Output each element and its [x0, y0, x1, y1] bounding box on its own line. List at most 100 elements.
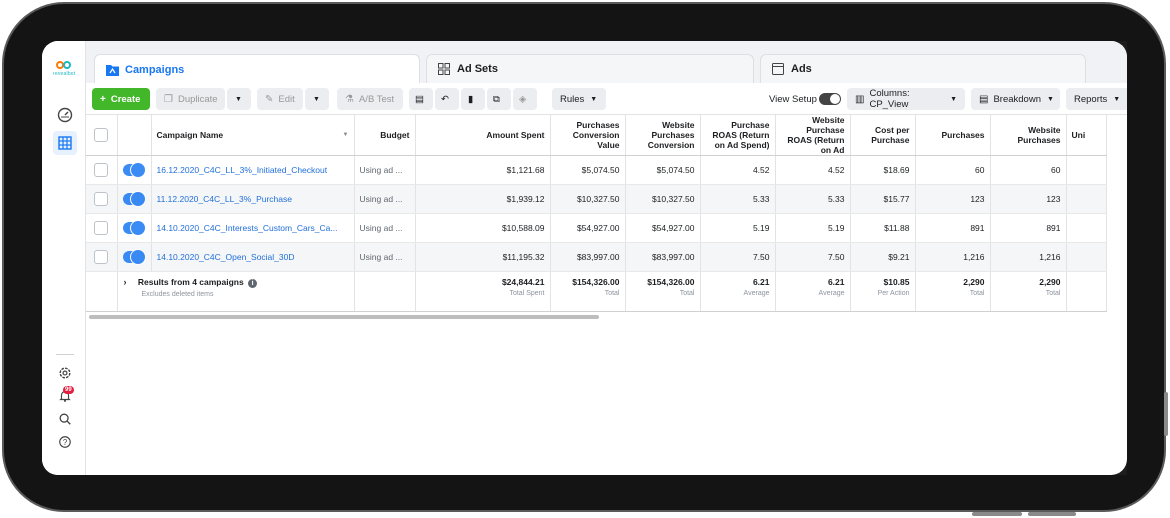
rules-label: Rules	[560, 93, 585, 105]
tab-campaigns[interactable]: Campaigns	[94, 54, 420, 84]
settings-gear-icon[interactable]	[53, 361, 77, 385]
notification-badge: 99	[63, 386, 74, 394]
row-checkbox-cell	[86, 213, 118, 243]
col-header-campaign-name[interactable]: Campaign Name ▼	[151, 115, 355, 156]
tab-campaigns-label: Campaigns	[125, 63, 185, 76]
search-icon[interactable]	[53, 407, 77, 431]
col-header-purchase-roas[interactable]: Purchase ROAS (Return on Ad Spend)	[700, 115, 776, 156]
roas-cell: 5.19	[700, 213, 776, 243]
col-header-purchases-conversion-value[interactable]: Purchases Conversion Value	[550, 115, 626, 156]
copy-icon: ❐	[164, 93, 173, 105]
summary-cpp: $10.85	[883, 277, 910, 287]
plus-icon: +	[100, 93, 106, 105]
table-view-icon[interactable]	[53, 131, 77, 155]
campaign-toggle[interactable]	[123, 162, 146, 178]
clipboard-button[interactable]: ▤	[409, 88, 433, 110]
website-conversion-cell: $10,327.50	[625, 184, 701, 214]
campaign-name-link[interactable]: 16.12.2020_C4C_LL_3%_Initiated_Checkout	[151, 155, 355, 185]
preview-button[interactable]: ⧉	[487, 88, 511, 110]
columns-dropdown[interactable]: ▥ Columns: CP_View ▼	[847, 88, 965, 110]
col-header-website-purchases[interactable]: Website Purchases	[990, 115, 1067, 156]
table-row[interactable]: 14.10.2020_C4C_Interests_Custom_Cars_Ca.…	[86, 213, 1107, 243]
summary-purchases: 2,290	[963, 277, 985, 287]
amount-spent-cell: $11,195.32	[415, 242, 551, 272]
edit-label: Edit	[278, 93, 295, 105]
delete-button[interactable]: ▮	[461, 88, 485, 110]
edit-button[interactable]: ✎ Edit	[257, 88, 303, 110]
edit-dropdown[interactable]: ▼	[305, 88, 329, 110]
campaign-toggle[interactable]	[123, 249, 146, 265]
campaign-name-link[interactable]: 11.12.2020_C4C_LL_3%_Purchase	[151, 184, 355, 214]
amount-spent-cell: $1,121.68	[415, 155, 551, 185]
tab-ads[interactable]: Ads	[760, 54, 1086, 83]
summary-web-purchases-cell: 2,290 Total	[990, 271, 1067, 312]
col-header-uni[interactable]: Uni	[1066, 115, 1107, 156]
campaign-name-link[interactable]: 14.10.2020_C4C_Open_Social_30D	[151, 242, 355, 272]
col-header-website-purchase-roas[interactable]: Website Purchase ROAS (Return on Ad	[775, 115, 851, 156]
row-toggle-cell	[117, 184, 152, 214]
campaign-toggle[interactable]	[123, 191, 146, 207]
summary-budget-cell	[354, 271, 416, 312]
sort-icon: ▼	[342, 132, 349, 138]
uni-cell	[1066, 213, 1107, 243]
tag-button[interactable]: ◈	[513, 88, 537, 110]
row-checkbox[interactable]	[94, 163, 109, 177]
duplicate-dropdown[interactable]: ▼	[227, 88, 251, 110]
summary-cpp-cell: $10.85 Per Action	[850, 271, 916, 312]
ab-test-button[interactable]: ⚗ A/B Test	[337, 88, 403, 110]
summary-row: › Results from 4 campaigns i Excludes de…	[86, 271, 1107, 312]
horizontal-scrollbar[interactable]	[89, 315, 599, 319]
table-row[interactable]: 14.10.2020_C4C_Open_Social_30D Using ad …	[86, 242, 1107, 272]
col-header-budget[interactable]: Budget	[354, 115, 416, 156]
summary-spent-label: Total Spent	[509, 290, 545, 297]
info-icon[interactable]: i	[248, 279, 258, 288]
reports-label: Reports	[1074, 93, 1108, 105]
help-icon[interactable]: ?	[53, 430, 77, 454]
chevron-down-icon: ▼	[235, 95, 242, 103]
tab-ad-sets[interactable]: Ad Sets	[426, 54, 754, 83]
col-header-website-purchases-conversion[interactable]: Website Purchases Conversion	[625, 115, 701, 156]
undo-button[interactable]: ↶	[435, 88, 459, 110]
cost-per-purchase-cell: $18.69	[850, 155, 916, 185]
uni-cell	[1066, 184, 1107, 214]
cost-per-purchase-cell: $11.88	[850, 213, 916, 243]
ab-test-label: A/B Test	[358, 93, 395, 105]
row-checkbox[interactable]	[94, 192, 109, 206]
campaign-name-link[interactable]: 14.10.2020_C4C_Interests_Custom_Cars_Ca.…	[151, 213, 355, 243]
row-toggle-cell	[117, 155, 152, 185]
nav-divider	[56, 354, 74, 355]
chevron-down-icon: ▼	[590, 95, 598, 103]
window-icon	[771, 62, 785, 76]
col-header-cost-per-purchase[interactable]: Cost per Purchase	[850, 115, 916, 156]
reports-dropdown[interactable]: Reports ▼	[1066, 88, 1127, 110]
campaign-toggle[interactable]	[123, 220, 146, 236]
summary-title: Results from 4 campaigns	[137, 277, 244, 287]
table-row[interactable]: 11.12.2020_C4C_LL_3%_Purchase Using ad .…	[86, 184, 1107, 214]
create-button[interactable]: + Create	[92, 88, 150, 110]
tag-icon: ◈	[519, 93, 527, 105]
pencil-icon: ✎	[265, 93, 274, 105]
flask-icon: ⚗	[345, 93, 354, 105]
table-row[interactable]: 16.12.2020_C4C_LL_3%_Initiated_Checkout …	[86, 155, 1107, 185]
dashboard-icon[interactable]	[53, 103, 77, 127]
breakdown-dropdown[interactable]: ▤ Breakdown ▼	[971, 88, 1060, 110]
duplicate-button[interactable]: ❐ Duplicate	[156, 88, 225, 110]
rules-dropdown[interactable]: Rules ▼	[552, 88, 606, 110]
conversion-value-cell: $54,927.00	[550, 213, 626, 243]
columns-icon: ▥	[855, 93, 865, 105]
website-purchases-cell: 1,216	[990, 242, 1067, 272]
col-header-amount-spent[interactable]: Amount Spent	[415, 115, 551, 156]
select-all-checkbox[interactable]	[94, 128, 109, 142]
preview-icon: ⧉	[493, 93, 500, 105]
chevron-right-icon[interactable]: ›	[123, 277, 127, 287]
uni-cell	[1066, 242, 1107, 272]
view-setup-toggle[interactable]	[819, 93, 841, 105]
grid-icon	[437, 62, 451, 76]
website-roas-cell: 5.19	[775, 213, 851, 243]
col-header-purchases[interactable]: Purchases	[915, 115, 991, 156]
row-checkbox[interactable]	[94, 250, 109, 264]
col-header-label: Campaign Name	[156, 130, 224, 140]
row-checkbox[interactable]	[94, 221, 109, 235]
duplicate-label: Duplicate	[177, 93, 218, 105]
conversion-value-cell: $83,997.00	[550, 242, 626, 272]
